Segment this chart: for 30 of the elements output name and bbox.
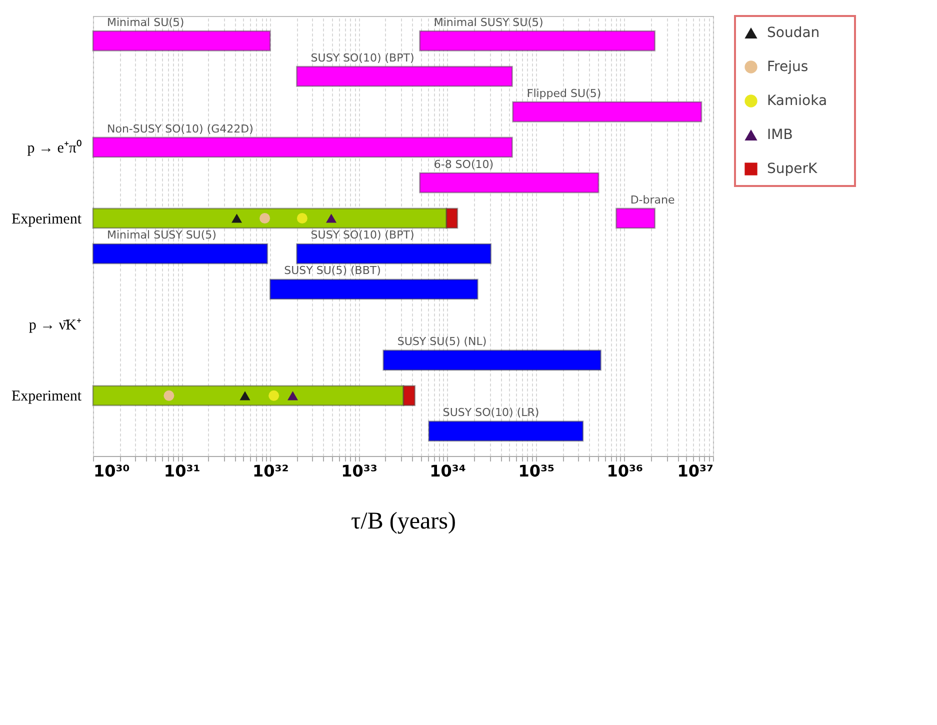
- legend-label: Kamioka: [767, 93, 828, 109]
- data-label: SUSY SU(5) (NL): [397, 335, 487, 348]
- x-tick-label: 10³⁴: [430, 462, 466, 480]
- legend-label: Soudan: [767, 25, 820, 41]
- data-label: D-brane: [630, 193, 675, 206]
- data-label: SUSY SO(10) (BPT): [310, 51, 414, 64]
- data-label: Minimal SUSY SU(5): [434, 16, 544, 29]
- data-label: Flipped SU(5): [526, 86, 602, 100]
- data-label: 6-8 SO(10): [434, 158, 494, 171]
- x-tick-label: 10³⁶: [606, 462, 644, 480]
- x-tick-label: 10³³: [341, 462, 378, 480]
- y-tick-label: p → e⁺π⁰: [27, 139, 82, 156]
- data-label: Minimal SUSY SU(5): [107, 228, 216, 242]
- data-label: Non-SUSY SO(10) (G422D): [107, 122, 254, 136]
- data-label: SUSY SO(10) (BPT): [310, 228, 414, 242]
- y-tick-label: Experiment: [12, 388, 82, 405]
- data-label: SUSY SU(5) (BBT): [284, 264, 381, 278]
- x-tick-label: 10³²: [252, 462, 289, 480]
- y-tick-label: p → ν̄K⁺: [28, 318, 82, 334]
- legend-label: SuperK: [767, 161, 818, 177]
- x-tick-label: 10³⁵: [518, 462, 554, 480]
- legend-label: IMB: [767, 127, 793, 143]
- x-tick-label: 10³¹: [164, 462, 200, 480]
- x-axis-title: τ/B (years): [351, 508, 456, 534]
- data-label: SUSY SO(10) (LR): [442, 406, 540, 420]
- x-tick-label: 10³⁷: [677, 462, 714, 480]
- x-tick-label: 10³⁰: [94, 462, 130, 480]
- data-label: Minimal SU(5): [107, 16, 184, 29]
- legend-label: Frejus: [767, 59, 808, 75]
- y-tick-label: Experiment: [12, 211, 82, 228]
